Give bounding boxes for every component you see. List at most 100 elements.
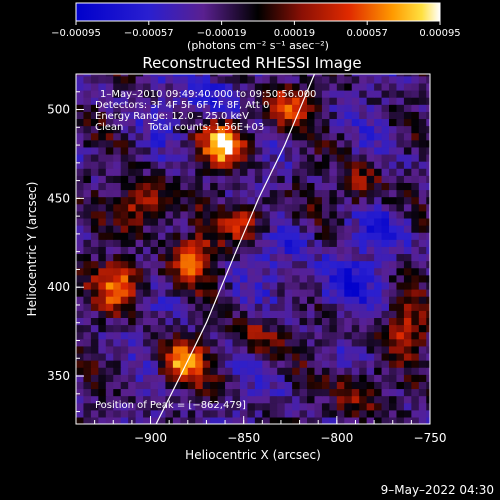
heatmap-cell bbox=[180, 331, 189, 340]
heatmap-cell bbox=[210, 267, 219, 276]
heatmap-cell bbox=[359, 374, 368, 382]
heatmap-cell bbox=[262, 97, 271, 105]
heatmap-cell bbox=[359, 161, 368, 169]
heatmap-cell bbox=[98, 331, 107, 340]
heatmap-cell bbox=[239, 331, 249, 340]
heatmap-cell bbox=[180, 196, 189, 205]
heatmap-cell bbox=[321, 175, 330, 183]
heatmap-cell bbox=[284, 217, 293, 226]
heatmap-cell bbox=[165, 381, 174, 390]
heatmap-cell bbox=[262, 388, 271, 397]
heatmap-cell bbox=[359, 331, 368, 340]
heatmap-cell bbox=[381, 89, 390, 98]
heatmap-cell bbox=[299, 409, 308, 418]
heatmap-cell bbox=[225, 338, 234, 347]
heatmap-cell bbox=[217, 210, 226, 219]
heatmap-cell bbox=[247, 104, 256, 112]
heatmap-cell bbox=[396, 74, 405, 77]
heatmap-cell bbox=[351, 175, 360, 183]
heatmap-cell bbox=[83, 89, 92, 98]
heatmap-cell bbox=[396, 146, 405, 155]
heatmap-cell bbox=[157, 281, 167, 290]
heatmap-cell bbox=[202, 352, 211, 361]
heatmap-cell bbox=[321, 118, 330, 127]
heatmap-cell bbox=[396, 303, 405, 311]
heatmap-cell bbox=[225, 374, 234, 382]
heatmap-cell bbox=[105, 189, 114, 198]
heatmap-cell bbox=[374, 153, 383, 162]
heatmap-cell bbox=[239, 345, 249, 354]
heatmap-cell bbox=[172, 125, 181, 134]
heatmap-cell bbox=[83, 139, 92, 148]
heatmap-cell bbox=[314, 118, 323, 127]
heatmap-cell bbox=[344, 146, 353, 155]
heatmap-cell bbox=[277, 210, 286, 219]
heatmap-cell bbox=[210, 274, 219, 283]
heatmap-cell bbox=[321, 189, 330, 198]
heatmap-cell bbox=[403, 317, 412, 326]
heatmap-cell bbox=[359, 189, 368, 198]
heatmap-cell bbox=[389, 175, 398, 183]
heatmap-cell bbox=[351, 345, 360, 354]
heatmap-cell bbox=[180, 260, 189, 269]
heatmap-cell bbox=[262, 338, 271, 347]
heatmap-cell bbox=[426, 82, 430, 91]
heatmap-cell bbox=[314, 324, 323, 333]
heatmap-cell bbox=[389, 239, 398, 247]
heatmap-cell bbox=[83, 360, 92, 368]
heatmap-cell bbox=[120, 161, 129, 169]
heatmap-cell bbox=[389, 281, 398, 290]
heatmap-cell bbox=[292, 217, 301, 226]
heatmap-cell bbox=[299, 253, 308, 262]
heatmap-cell bbox=[314, 168, 323, 176]
heatmap-cell bbox=[165, 153, 174, 162]
heatmap-cell bbox=[344, 416, 353, 424]
heatmap-cell bbox=[232, 74, 241, 77]
heatmap-cell bbox=[389, 125, 398, 134]
heatmap-cell bbox=[314, 196, 323, 205]
heatmap-cell bbox=[403, 203, 412, 212]
heatmap-cell bbox=[336, 324, 345, 333]
heatmap-cell bbox=[254, 75, 263, 84]
heatmap-cell bbox=[351, 196, 360, 205]
heatmap-cell bbox=[403, 402, 412, 411]
heatmap-cell bbox=[98, 175, 107, 183]
heatmap-cell bbox=[344, 402, 353, 411]
heatmap-cell bbox=[98, 381, 107, 390]
heatmap-cell bbox=[157, 182, 167, 191]
heatmap-cell bbox=[284, 161, 293, 169]
heatmap-cell bbox=[202, 338, 211, 347]
heatmap-cell bbox=[232, 409, 241, 418]
heatmap-cell bbox=[232, 203, 241, 212]
heatmap-cell bbox=[254, 310, 263, 318]
heatmap-cell bbox=[105, 82, 114, 91]
heatmap-cell bbox=[210, 74, 219, 77]
heatmap-cell bbox=[336, 345, 345, 354]
heatmap-cell bbox=[195, 260, 204, 269]
heatmap-cell bbox=[150, 225, 159, 233]
heatmap-cell bbox=[217, 367, 226, 375]
heatmap-cell bbox=[150, 239, 159, 247]
heatmap-cell bbox=[396, 111, 405, 120]
heatmap-cell bbox=[120, 388, 129, 397]
heatmap-cell bbox=[128, 246, 137, 255]
heatmap-cell bbox=[165, 189, 174, 198]
heatmap-cell bbox=[239, 196, 249, 205]
heatmap-cell bbox=[187, 395, 196, 404]
heatmap-cell bbox=[411, 125, 420, 134]
heatmap-cell bbox=[76, 260, 85, 269]
heatmap-cell bbox=[344, 203, 353, 212]
heatmap-cell bbox=[172, 75, 181, 84]
heatmap-cell bbox=[90, 281, 99, 290]
heatmap-cell bbox=[426, 324, 430, 333]
heatmap-cell bbox=[83, 161, 92, 169]
heatmap-cell bbox=[277, 189, 286, 198]
heatmap-cell bbox=[374, 409, 383, 418]
heatmap-cell bbox=[195, 303, 204, 311]
heatmap-cell bbox=[277, 288, 286, 297]
heatmap-cell bbox=[76, 274, 85, 283]
heatmap-cell bbox=[90, 388, 99, 397]
heatmap-cell bbox=[269, 75, 278, 84]
heatmap-cell bbox=[135, 161, 144, 169]
heatmap-cell bbox=[418, 89, 427, 98]
